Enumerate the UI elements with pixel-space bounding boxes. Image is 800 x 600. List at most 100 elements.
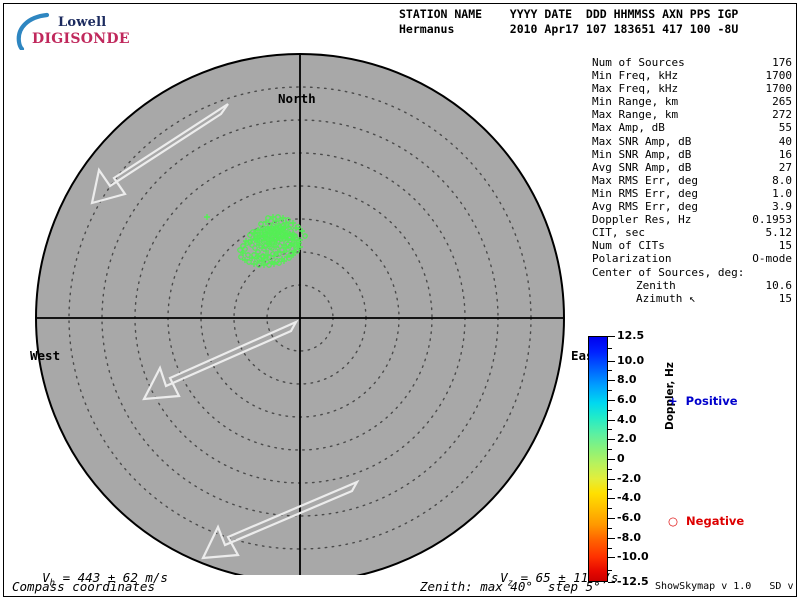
colorbar-tick-mark (608, 336, 615, 337)
polar-plot-canvas (35, 53, 565, 575)
legend-negative-doppler: ○ Negative (668, 514, 745, 528)
colorbar-tick-mark (608, 557, 615, 559)
compass-label-north: North (278, 91, 316, 106)
drift-arrow-upper (90, 103, 229, 205)
page-border (3, 3, 797, 597)
source-marker-positive (255, 253, 261, 259)
vz-symbol: V (500, 570, 508, 585)
colorbar-minor-tick (608, 370, 612, 372)
parameter-row: Max Freq, kHz 1700 (592, 82, 792, 95)
legend-positive-doppler: + Positive (668, 394, 738, 408)
source-marker-positive (291, 248, 297, 254)
source-marker-positive (284, 254, 290, 260)
source-scatter-points (204, 214, 308, 268)
source-marker-negative (258, 221, 264, 227)
source-marker-positive (251, 261, 257, 267)
parameter-row: Min SNR Amp, dB 16 (592, 148, 792, 161)
lowell-digisonde-logo: Lowell DIGISONDE (14, 8, 130, 52)
parameter-key: Avg RMS Err, deg (592, 200, 698, 214)
parameter-key: CIT, sec (592, 226, 645, 240)
colorbar-tick-label: -4.0 (617, 491, 642, 505)
parameter-value: 1700 (765, 82, 793, 96)
center-of-sources-row: Zenith 10.6 (592, 279, 792, 292)
source-marker-negative (250, 229, 256, 235)
colorbar-tick-mark (608, 399, 615, 401)
center-key: Zenith (636, 278, 676, 292)
source-marker-negative (287, 234, 293, 240)
parameter-value: 27 (778, 160, 792, 174)
parameter-value: 5.12 (765, 226, 793, 240)
colorbar-tick-mark (608, 582, 615, 583)
vz-subscript: z (507, 578, 514, 589)
parameter-value: 1700 (765, 69, 793, 83)
parameter-value: 55 (778, 121, 792, 135)
parameter-row: Min Freq, kHz 1700 (592, 69, 792, 82)
parameter-value: 1.0 (772, 186, 792, 200)
source-marker-negative (265, 236, 271, 242)
colorbar-tick-label: -6.0 (617, 511, 642, 525)
logo-arc-icon (16, 12, 50, 50)
source-marker-negative (260, 253, 266, 259)
skymap-polar-plot[interactable]: North South East West (20, 45, 601, 575)
parameter-row: Max Amp, dB 55 (592, 121, 792, 134)
parameter-value: 3.9 (772, 200, 792, 214)
source-marker-positive (261, 262, 267, 268)
source-marker-positive (271, 261, 277, 267)
source-marker-negative (253, 235, 259, 241)
parameter-value: 15 (778, 239, 792, 253)
source-marker-negative (252, 245, 258, 251)
source-marker-negative (281, 236, 287, 242)
vh-subscript: h (49, 578, 56, 589)
colorbar-minor-tick (608, 449, 612, 451)
source-marker-positive (297, 237, 303, 243)
parameter-key: Max SNR Amp, dB (592, 134, 692, 148)
parameter-row: Max RMS Err, deg 8.0 (592, 174, 792, 187)
source-marker-negative (238, 254, 244, 260)
source-marker-positive (295, 244, 301, 250)
source-marker-positive (270, 214, 276, 220)
source-marker-negative (278, 236, 284, 242)
parameter-key: Avg SNR Amp, dB (592, 160, 692, 174)
source-marker-negative (288, 228, 294, 234)
parameter-value: 40 (778, 134, 792, 148)
colorbar-tick-label: 12.5 (617, 329, 645, 342)
source-marker-negative (257, 238, 263, 244)
parameter-key: Max RMS Err, deg (592, 173, 698, 187)
parameter-key: Max Freq, kHz (592, 82, 679, 96)
colorbar-tick-label: 10.0 (617, 353, 645, 367)
doppler-colorbar (588, 336, 608, 582)
parameter-row: Num of Sources 176 (592, 56, 792, 69)
colorbar-minor-tick (608, 348, 612, 350)
colorbar-tick-mark (608, 360, 615, 362)
center-value: 15 (778, 291, 792, 305)
source-marker-negative (295, 224, 301, 230)
vh-value: = 443 ± 62 m/s (55, 570, 168, 585)
source-marker-negative (285, 217, 291, 223)
software-version-label: ShowSkymap v 1.0 SD v 5.0 (655, 581, 800, 592)
source-marker-negative (288, 251, 294, 257)
colorbar-tick-mark (608, 498, 615, 500)
source-marker-negative (275, 214, 281, 220)
source-marker-negative (246, 259, 252, 265)
drift-arrow-lower (201, 479, 360, 560)
logo-digisonde-text: DIGISONDE (32, 31, 130, 47)
logo-lowell-text: Lowell (58, 15, 107, 30)
colorbar-tick-mark (608, 419, 615, 421)
colorbar-minor-tick (608, 488, 612, 490)
colorbar-tick-mark (608, 518, 615, 520)
parameter-row: Min Range, km 265 (592, 95, 792, 108)
parameter-value: 176 (772, 56, 792, 69)
source-marker-positive (281, 258, 287, 264)
source-marker-negative (256, 256, 262, 262)
parameter-key: Doppler Res, Hz (592, 213, 692, 227)
compass-label-west: West (30, 348, 61, 363)
center-of-sources-heading: Center of Sources, deg: (592, 265, 745, 279)
source-marker-negative (255, 228, 261, 234)
source-marker-negative (274, 226, 280, 232)
colorbar-tick-mark (608, 439, 615, 441)
source-marker-negative (251, 252, 257, 258)
source-marker-negative (262, 243, 268, 249)
colorbar-minor-tick (608, 468, 612, 470)
parameter-key: Max Range, km (592, 108, 679, 122)
colorbar-minor-tick (608, 429, 612, 431)
